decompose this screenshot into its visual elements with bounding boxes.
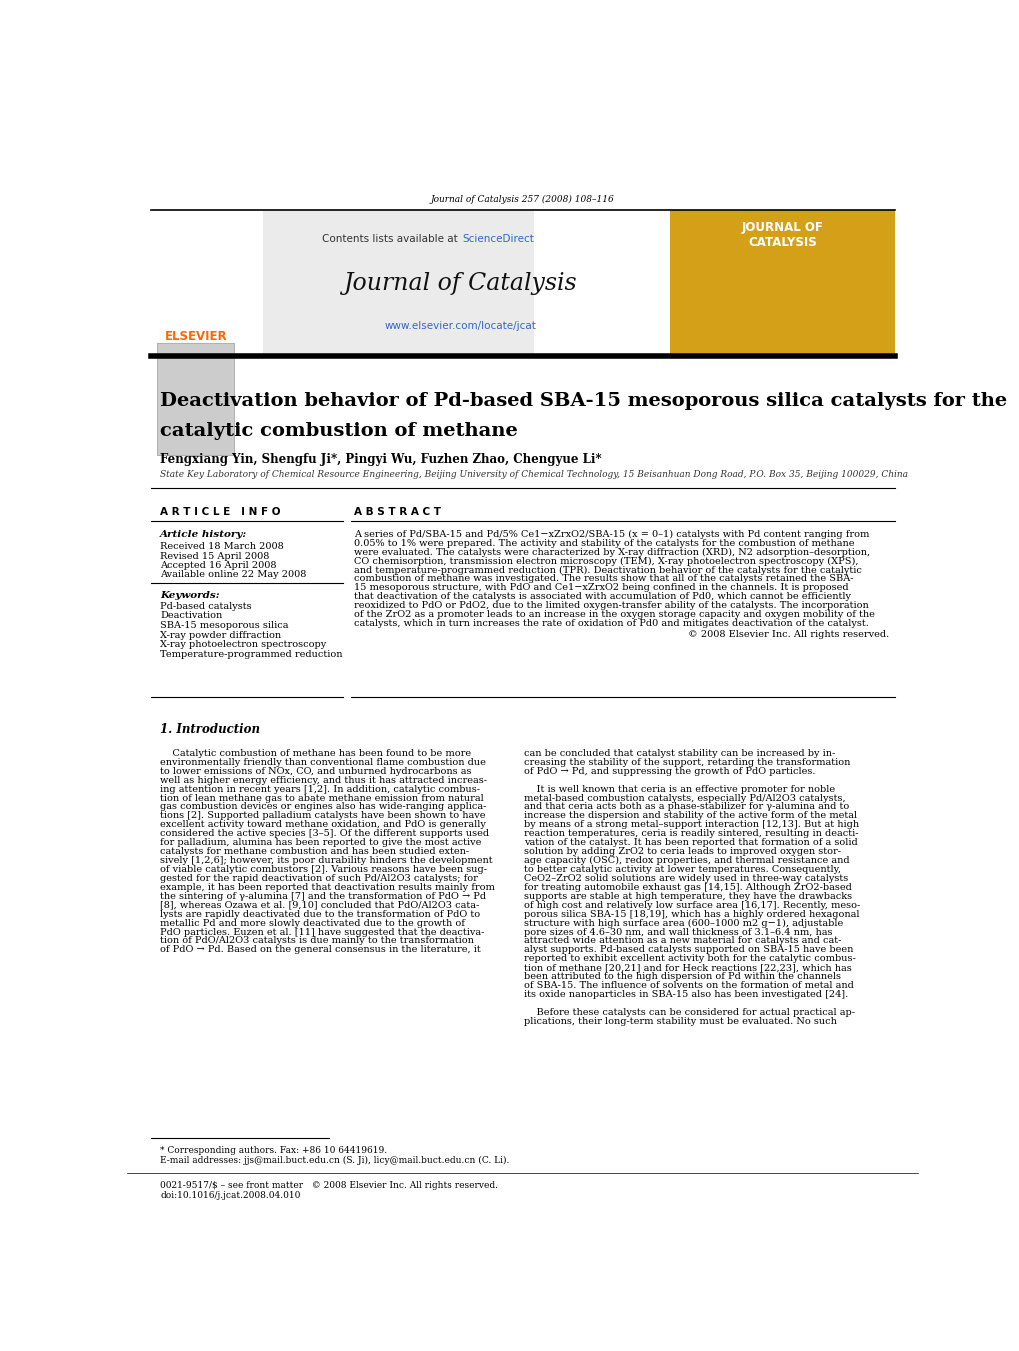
Text: of PdO → Pd, and suppressing the growth of PdO particles.: of PdO → Pd, and suppressing the growth …: [524, 767, 815, 775]
Text: and that ceria acts both as a phase-stabilizer for γ-alumina and to: and that ceria acts both as a phase-stab…: [524, 802, 849, 812]
Text: Deactivation behavior of Pd-based SBA-15 mesoporous silica catalysts for the: Deactivation behavior of Pd-based SBA-15…: [160, 392, 1006, 409]
Text: Accepted 16 April 2008: Accepted 16 April 2008: [160, 561, 276, 570]
Text: Temperature-programmed reduction: Temperature-programmed reduction: [160, 650, 342, 659]
Text: pore sizes of 4.6–30 nm, and wall thickness of 3.1–6.4 nm, has: pore sizes of 4.6–30 nm, and wall thickn…: [524, 928, 832, 936]
Text: Catalytic combustion of methane has been found to be more: Catalytic combustion of methane has been…: [160, 748, 471, 758]
Text: by means of a strong metal–support interaction [12,13]. But at high: by means of a strong metal–support inter…: [524, 820, 859, 830]
Text: 0021-9517/$ – see front matter   © 2008 Elsevier Inc. All rights reserved.: 0021-9517/$ – see front matter © 2008 El…: [160, 1181, 497, 1190]
Bar: [157, 343, 234, 455]
Text: that deactivation of the catalysts is associated with accumulation of Pd0, which: that deactivation of the catalysts is as…: [354, 592, 850, 601]
Text: 15 mesoporous structure, with PdO and Ce1−xZrxO2 being confined in the channels.: 15 mesoporous structure, with PdO and Ce…: [354, 584, 848, 592]
Text: metallic Pd and more slowly deactivated due to the growth of: metallic Pd and more slowly deactivated …: [160, 919, 465, 928]
Text: of high cost and relatively low surface area [16,17]. Recently, meso-: of high cost and relatively low surface …: [524, 901, 860, 909]
Text: www.elsevier.com/locate/jcat: www.elsevier.com/locate/jcat: [384, 322, 536, 331]
Text: creasing the stability of the support, retarding the transformation: creasing the stability of the support, r…: [524, 758, 850, 767]
Text: lysts are rapidly deactivated due to the transformation of PdO to: lysts are rapidly deactivated due to the…: [160, 909, 480, 919]
Text: Pd-based catalysts: Pd-based catalysts: [160, 601, 252, 611]
Text: increase the dispersion and stability of the active form of the metal: increase the dispersion and stability of…: [524, 812, 857, 820]
Text: ELSEVIER: ELSEVIER: [164, 330, 227, 343]
Text: © 2008 Elsevier Inc. All rights reserved.: © 2008 Elsevier Inc. All rights reserved…: [688, 630, 889, 639]
Text: 0.05% to 1% were prepared. The activity and stability of the catalysts for the c: 0.05% to 1% were prepared. The activity …: [354, 539, 854, 549]
Text: sively [1,2,6]; however, its poor durability hinders the development: sively [1,2,6]; however, its poor durabi…: [160, 857, 492, 865]
Text: CO chemisorption, transmission electron microscopy (TEM), X-ray photoelectron sp: CO chemisorption, transmission electron …: [354, 557, 857, 566]
Text: considered the active species [3–5]. Of the different supports used: considered the active species [3–5]. Of …: [160, 830, 489, 838]
Text: A series of Pd/SBA-15 and Pd/5% Ce1−xZrxO2/SBA-15 (x = 0–1) catalysts with Pd co: A series of Pd/SBA-15 and Pd/5% Ce1−xZrx…: [354, 530, 868, 539]
Text: Available online 22 May 2008: Available online 22 May 2008: [160, 570, 306, 580]
Text: age capacity (OSC), redox properties, and thermal resistance and: age capacity (OSC), redox properties, an…: [524, 857, 849, 865]
Text: vation of the catalyst. It has been reported that formation of a solid: vation of the catalyst. It has been repo…: [524, 838, 857, 847]
Text: reaction temperatures, ceria is readily sintered, resulting in deacti-: reaction temperatures, ceria is readily …: [524, 830, 858, 838]
Text: doi:10.1016/j.jcat.2008.04.010: doi:10.1016/j.jcat.2008.04.010: [160, 1190, 301, 1200]
Text: environmentally friendly than conventional flame combustion due: environmentally friendly than convention…: [160, 758, 485, 767]
Text: catalysts, which in turn increases the rate of oxidation of Pd0 and mitigates de: catalysts, which in turn increases the r…: [354, 619, 868, 628]
Bar: [669, 209, 894, 357]
Text: Deactivation: Deactivation: [160, 612, 222, 620]
Text: X-ray photoelectron spectroscopy: X-ray photoelectron spectroscopy: [160, 640, 326, 650]
Text: porous silica SBA-15 [18,19], which has a highly ordered hexagonal: porous silica SBA-15 [18,19], which has …: [524, 909, 859, 919]
Text: supports are stable at high temperature, they have the drawbacks: supports are stable at high temperature,…: [524, 892, 852, 901]
Text: A R T I C L E   I N F O: A R T I C L E I N F O: [160, 507, 280, 517]
Text: Journal of Catalysis: Journal of Catalysis: [343, 273, 577, 296]
Text: of the ZrO2 as a promoter leads to an increase in the oxygen storage capacity an: of the ZrO2 as a promoter leads to an in…: [354, 609, 874, 619]
Text: * Corresponding authors. Fax: +86 10 64419619.: * Corresponding authors. Fax: +86 10 644…: [160, 1146, 387, 1155]
Text: Journal of Catalysis 257 (2008) 108–116: Journal of Catalysis 257 (2008) 108–116: [430, 195, 614, 204]
Text: can be concluded that catalyst stability can be increased by in-: can be concluded that catalyst stability…: [524, 748, 835, 758]
Bar: [263, 209, 534, 357]
Text: gested for the rapid deactivation of such Pd/Al2O3 catalysts; for: gested for the rapid deactivation of suc…: [160, 874, 478, 884]
Text: A B S T R A C T: A B S T R A C T: [354, 507, 440, 517]
Text: Article history:: Article history:: [160, 530, 247, 539]
Text: of viable catalytic combustors [2]. Various reasons have been sug-: of viable catalytic combustors [2]. Vari…: [160, 865, 487, 874]
Text: and temperature-programmed reduction (TPR). Deactivation behavior of the catalys: and temperature-programmed reduction (TP…: [354, 566, 861, 574]
Text: been attributed to the high dispersion of Pd within the channels: been attributed to the high dispersion o…: [524, 973, 841, 981]
Text: Revised 15 April 2008: Revised 15 April 2008: [160, 551, 269, 561]
Text: structure with high surface area (600–1000 m2 g−1), adjustable: structure with high surface area (600–10…: [524, 919, 843, 928]
Text: gas combustion devices or engines also has wide-ranging applica-: gas combustion devices or engines also h…: [160, 802, 486, 812]
Text: JOURNAL OF
CATALYSIS: JOURNAL OF CATALYSIS: [741, 222, 822, 250]
Text: tions [2]. Supported palladium catalysts have been shown to have: tions [2]. Supported palladium catalysts…: [160, 812, 485, 820]
Text: catalytic combustion of methane: catalytic combustion of methane: [160, 422, 518, 439]
Bar: [151, 209, 263, 357]
Text: tion of methane [20,21] and for Heck reactions [22,23], which has: tion of methane [20,21] and for Heck rea…: [524, 963, 851, 973]
Text: combustion of methane was investigated. The results show that all of the catalys: combustion of methane was investigated. …: [354, 574, 853, 584]
Text: alyst supports. Pd-based catalysts supported on SBA-15 have been: alyst supports. Pd-based catalysts suppo…: [524, 946, 853, 954]
Text: to lower emissions of NOx, CO, and unburned hydrocarbons as: to lower emissions of NOx, CO, and unbur…: [160, 767, 471, 775]
Text: its oxide nanoparticles in SBA-15 also has been investigated [24].: its oxide nanoparticles in SBA-15 also h…: [524, 990, 848, 998]
Text: tion of lean methane gas to abate methane emission from natural: tion of lean methane gas to abate methan…: [160, 793, 483, 802]
Text: catalysts for methane combustion and has been studied exten-: catalysts for methane combustion and has…: [160, 847, 469, 857]
Text: Received 18 March 2008: Received 18 March 2008: [160, 543, 283, 551]
Text: solution by adding ZrO2 to ceria leads to improved oxygen stor-: solution by adding ZrO2 to ceria leads t…: [524, 847, 841, 857]
Text: for palladium, alumina has been reported to give the most active: for palladium, alumina has been reported…: [160, 838, 481, 847]
Text: Keywords:: Keywords:: [160, 590, 219, 600]
Text: E-mail addresses: jjs@mail.buct.edu.cn (S. Ji), licy@mail.buct.edu.cn (C. Li).: E-mail addresses: jjs@mail.buct.edu.cn (…: [160, 1156, 508, 1166]
Text: Before these catalysts can be considered for actual practical ap-: Before these catalysts can be considered…: [524, 1008, 855, 1017]
Text: CeO2–ZrO2 solid solutions are widely used in three-way catalysts: CeO2–ZrO2 solid solutions are widely use…: [524, 874, 848, 884]
Text: State Key Laboratory of Chemical Resource Engineering, Beijing University of Che: State Key Laboratory of Chemical Resourc…: [160, 470, 907, 480]
Text: SBA-15 mesoporous silica: SBA-15 mesoporous silica: [160, 621, 288, 630]
Text: tion of PdO/Al2O3 catalysts is due mainly to the transformation: tion of PdO/Al2O3 catalysts is due mainl…: [160, 936, 474, 946]
Text: plications, their long-term stability must be evaluated. No such: plications, their long-term stability mu…: [524, 1017, 837, 1025]
Text: reoxidized to PdO or PdO2, due to the limited oxygen-transfer ability of the cat: reoxidized to PdO or PdO2, due to the li…: [354, 601, 868, 611]
Text: excellent activity toward methane oxidation, and PdO is generally: excellent activity toward methane oxidat…: [160, 820, 485, 830]
Text: to better catalytic activity at lower temperatures. Consequently,: to better catalytic activity at lower te…: [524, 865, 841, 874]
Text: well as higher energy efficiency, and thus it has attracted increas-: well as higher energy efficiency, and th…: [160, 775, 487, 785]
Text: metal-based combustion catalysts, especially Pd/Al2O3 catalysts,: metal-based combustion catalysts, especi…: [524, 793, 845, 802]
Text: Fengxiang Yin, Shengfu Ji*, Pingyi Wu, Fuzhen Zhao, Chengyue Li*: Fengxiang Yin, Shengfu Ji*, Pingyi Wu, F…: [160, 453, 601, 466]
Text: [8], whereas Ozawa et al. [9,10] concluded that PdO/Al2O3 cata-: [8], whereas Ozawa et al. [9,10] conclud…: [160, 901, 479, 909]
Text: the sintering of γ-alumina [7] and the transformation of PdO → Pd: the sintering of γ-alumina [7] and the t…: [160, 892, 486, 901]
Text: of PdO → Pd. Based on the general consensus in the literature, it: of PdO → Pd. Based on the general consen…: [160, 946, 480, 954]
Text: for treating automobile exhaust gas [14,15]. Although ZrO2-based: for treating automobile exhaust gas [14,…: [524, 882, 851, 892]
Text: ing attention in recent years [1,2]. In addition, catalytic combus-: ing attention in recent years [1,2]. In …: [160, 785, 480, 793]
Text: It is well known that ceria is an effective promoter for noble: It is well known that ceria is an effect…: [524, 785, 835, 793]
Text: were evaluated. The catalysts were characterized by X-ray diffraction (XRD), N2 : were evaluated. The catalysts were chara…: [354, 549, 869, 557]
Text: 1. Introduction: 1. Introduction: [160, 723, 260, 736]
Text: Contents lists available at: Contents lists available at: [321, 234, 461, 245]
Text: reported to exhibit excellent activity both for the catalytic combus-: reported to exhibit excellent activity b…: [524, 954, 855, 963]
Text: example, it has been reported that deactivation results mainly from: example, it has been reported that deact…: [160, 882, 494, 892]
Text: attracted wide attention as a new material for catalysts and cat-: attracted wide attention as a new materi…: [524, 936, 841, 946]
Text: ScienceDirect: ScienceDirect: [462, 234, 534, 245]
Text: of SBA-15. The influence of solvents on the formation of metal and: of SBA-15. The influence of solvents on …: [524, 981, 853, 990]
Text: PdO particles. Euzen et al. [11] have suggested that the deactiva-: PdO particles. Euzen et al. [11] have su…: [160, 928, 484, 936]
Text: X-ray powder diffraction: X-ray powder diffraction: [160, 631, 281, 639]
